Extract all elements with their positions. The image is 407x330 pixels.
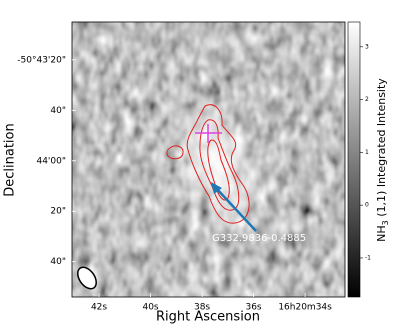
position-marker — [195, 124, 222, 143]
colorbar-tick-label: 0 — [365, 202, 369, 209]
colorbar-tick-label: 1 — [365, 149, 369, 156]
x-tick-label: 42s — [91, 303, 107, 313]
colorbar-label-sub: 3 — [381, 220, 390, 225]
beam — [77, 266, 97, 290]
arrow-head — [211, 182, 222, 194]
annotation: G332.9836-0.4885 — [212, 233, 306, 244]
colorbar — [347, 21, 361, 298]
frame — [71, 21, 346, 298]
x-tick-label: 36s — [245, 303, 261, 313]
x-tick-label: 16h20m34s — [278, 303, 332, 313]
colorbar-label-rest: (1,1) Integrated Intensity — [375, 78, 388, 221]
y-tick-label: 44'00" — [36, 156, 66, 166]
colorbar-tick-label: 3 — [365, 43, 369, 50]
colorbar-tick-label: 2 — [365, 96, 369, 103]
y-tick-label: -50°43'20" — [17, 55, 66, 65]
y-tick-label: 40" — [50, 257, 66, 267]
x-tick-label: 40s — [142, 303, 158, 313]
emission — [167, 90, 269, 240]
y-tick-label: 20" — [50, 207, 66, 217]
x-tick-label: 38s — [194, 303, 210, 313]
colorbar-label-main: NH — [375, 225, 388, 242]
colorbar-tick-label: -1 — [365, 254, 371, 261]
arrow — [215, 187, 257, 232]
image: G332.9836-0.4885 — [72, 22, 345, 297]
y-tick-label: 40" — [50, 106, 66, 116]
contours — [166, 104, 250, 224]
y-axis-label: Declination — [3, 123, 18, 197]
colorbar-label: NH3 (1,1) Integrated Intensity — [375, 78, 390, 242]
x-axis-label: Right Ascension — [156, 310, 260, 325]
